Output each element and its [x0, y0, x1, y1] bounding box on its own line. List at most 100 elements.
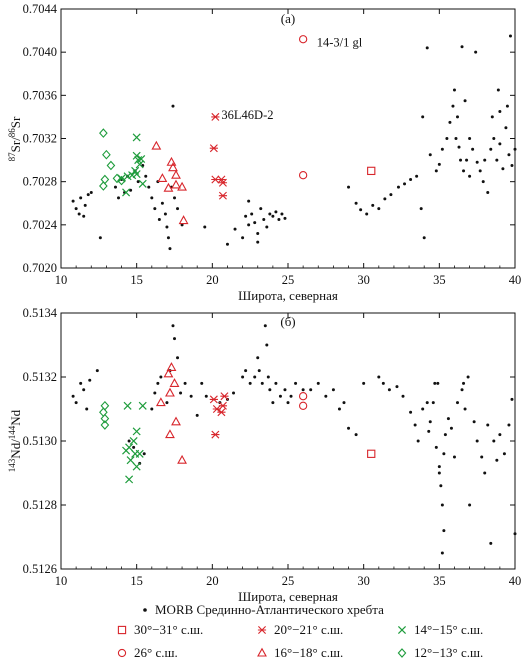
legend-g14-marker [397, 625, 407, 635]
morb-point [460, 45, 464, 49]
ylabel-b-sup1: 143 [7, 458, 17, 472]
morb-point [79, 381, 83, 385]
panel-a-label: (а) [281, 11, 295, 26]
morb-point [365, 212, 369, 216]
morb-point [256, 231, 260, 235]
morb-point [421, 115, 425, 119]
morb-point [83, 203, 87, 207]
g16-point [165, 387, 175, 397]
morb-point [359, 208, 363, 212]
y-tick-label: 0.7024 [23, 218, 58, 232]
morb-point [437, 471, 441, 475]
annotation-sample-14-3-1-gl: 14-3/1 gl [317, 35, 363, 49]
morb-point [428, 420, 432, 424]
g14-point [129, 436, 138, 446]
g20-point [211, 112, 220, 121]
morb-point [443, 433, 447, 437]
morb-point [183, 381, 187, 385]
g20-point [220, 392, 229, 401]
legend-g16-marker [257, 647, 267, 657]
morb-point [489, 541, 493, 545]
morb-point [437, 465, 441, 469]
morb-point [153, 391, 157, 395]
x-tick-label: 15 [130, 574, 143, 588]
x-tick-label: 15 [130, 273, 143, 287]
panel-b-label: (б) [280, 314, 295, 329]
g26-point [298, 171, 308, 180]
g16-point [171, 416, 181, 426]
morb-point [448, 120, 452, 124]
morb-point [150, 196, 154, 200]
morb-point [413, 423, 417, 427]
morb-point [468, 174, 472, 178]
morb-point [401, 394, 405, 398]
morb-point [354, 433, 358, 437]
g20-point [218, 178, 228, 187]
morb-point [425, 401, 429, 405]
g14-point [123, 401, 132, 410]
morb-point [478, 169, 482, 173]
morb-point [260, 381, 264, 385]
legend-g26-label: 26° с.ш. [134, 645, 178, 660]
morb-point [189, 394, 193, 398]
morb-point [471, 147, 475, 151]
morb-point [475, 439, 479, 443]
morb-point [89, 190, 93, 194]
morb-point [415, 174, 419, 178]
morb-point [132, 445, 136, 449]
g16-point [171, 179, 181, 189]
morb-point [163, 212, 167, 216]
morb-point [241, 375, 245, 379]
x-tick-label: 40 [509, 574, 522, 588]
morb-point [440, 551, 444, 555]
g16-point [177, 454, 188, 464]
morb-point [113, 185, 117, 189]
y-tick-label: 0.7032 [23, 132, 57, 146]
x-tick-label: 35 [433, 273, 446, 287]
y-tick-label: 0.5130 [23, 434, 57, 448]
legend-g20-label: 20°−21° с.ш. [274, 622, 343, 637]
morb-point [475, 160, 479, 164]
morb-point [247, 199, 251, 203]
morb-point [468, 137, 472, 140]
g14-point [126, 456, 135, 465]
morb-point [428, 153, 432, 157]
ylabel-a-base2: Sr [8, 116, 23, 128]
morb-point [244, 214, 248, 218]
g14-point [122, 446, 131, 455]
morb-point [127, 439, 131, 443]
morb-point [280, 212, 284, 216]
morb-point [454, 137, 458, 140]
morb-point [507, 153, 511, 157]
g16-point [177, 181, 188, 191]
ylabel-a-sup1: 87 [7, 152, 17, 162]
morb-point [462, 381, 466, 385]
morb-point [409, 410, 413, 414]
morb-point [480, 455, 484, 459]
morb-point [142, 452, 146, 456]
panel-a-axes: 10 15 20 25 30 35 40 0.7020 0.7024 0.7028 0.7032 0.… [23, 2, 522, 287]
g12-point [102, 149, 111, 160]
morb-point [513, 147, 517, 151]
panel-b: (б) 10 15 20 25 30 35 40 0.5126 0.5128 0.5130 0.51… [7, 306, 521, 604]
morb-point [74, 207, 78, 211]
morb-point [495, 458, 499, 462]
morb-point [244, 369, 248, 373]
morb-point [277, 217, 281, 221]
morb-point [498, 110, 502, 114]
morb-point [289, 394, 293, 398]
morb-point [486, 423, 490, 427]
x-tick-label: 30 [357, 273, 370, 287]
morb-point [147, 185, 151, 189]
x-tick-label: 25 [282, 574, 295, 588]
g14-point [132, 462, 141, 471]
morb-point [200, 381, 204, 385]
x-tick-label: 30 [357, 574, 370, 588]
g14-point [138, 179, 147, 188]
morb-point [331, 388, 335, 392]
morb-point [278, 394, 282, 398]
x-tick-label: 20 [206, 574, 219, 588]
g20-point [217, 408, 226, 417]
g14-point [122, 188, 131, 197]
morb-point [173, 337, 176, 341]
